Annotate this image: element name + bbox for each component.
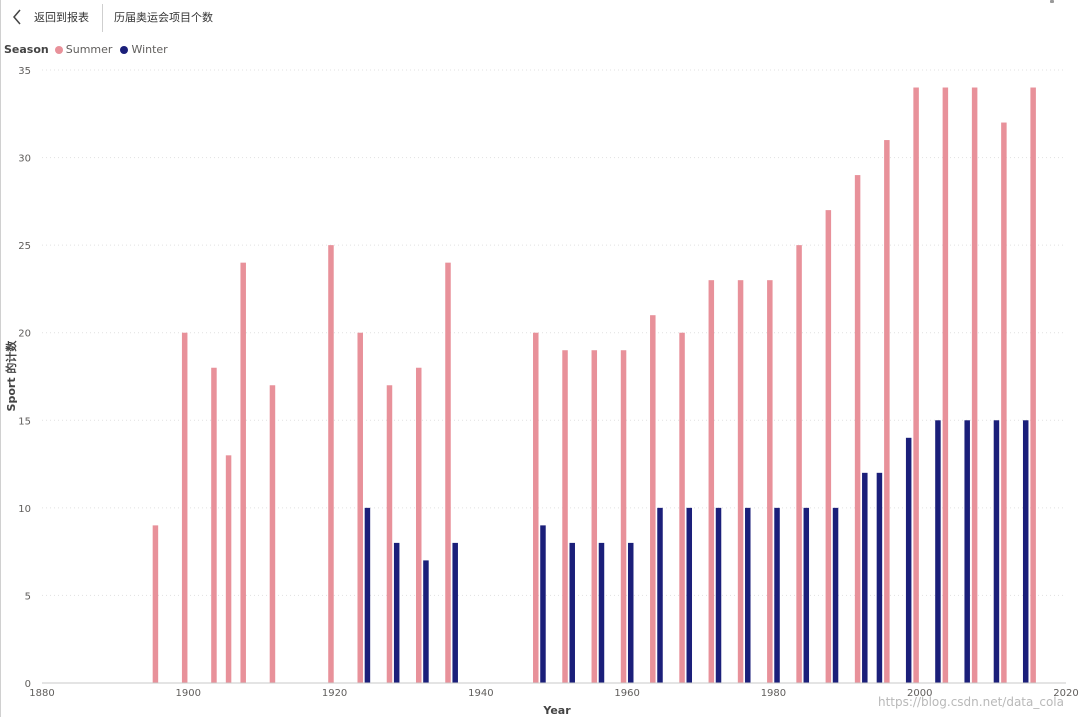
bar-summer-1976 xyxy=(737,280,744,683)
x-axis-label: Year xyxy=(542,704,571,717)
grid-lines xyxy=(42,69,1066,596)
bar-winter-1956 xyxy=(598,542,605,683)
bar-summer-2016 xyxy=(1030,87,1036,683)
report-header: 返回到报表 历届奥运会项目个数 xyxy=(0,0,1080,36)
bar-winter-1968 xyxy=(686,507,693,683)
bar-summer-1968 xyxy=(679,332,685,683)
chevron-left-icon xyxy=(13,9,21,25)
legend-title: Season xyxy=(4,43,49,56)
bar-winter-2014 xyxy=(1022,420,1029,683)
y-axis-label: Sport 的计数 xyxy=(4,340,18,412)
bar-winter-1980 xyxy=(774,507,780,683)
bar-winter-1960 xyxy=(627,542,634,683)
window-left-border xyxy=(0,0,1,717)
chart-bars xyxy=(152,87,1036,684)
x-tick-label-1880: 1880 xyxy=(29,688,54,699)
bar-winter-1988 xyxy=(832,507,839,683)
bar-winter-1948 xyxy=(540,525,546,683)
bar-summer-1906 xyxy=(225,455,232,683)
bar-summer-2012 xyxy=(1001,122,1007,684)
page-title: 历届奥运会项目个数 xyxy=(114,11,213,24)
header-divider xyxy=(102,4,103,32)
y-tick-label-35: 35 xyxy=(18,66,31,77)
legend-item-summer[interactable]: Summer xyxy=(54,43,113,56)
y-tick-label-25: 25 xyxy=(18,241,31,252)
x-tick-label-1900: 1900 xyxy=(176,688,201,699)
x-tick-label-2000: 2000 xyxy=(907,688,932,699)
bar-summer-1924 xyxy=(357,332,363,683)
bar-summer-1972 xyxy=(708,280,715,683)
x-tick-label-1960: 1960 xyxy=(614,688,639,699)
bar-winter-1992 xyxy=(862,472,868,683)
bar-winter-1932 xyxy=(423,560,429,683)
bar-summer-1932 xyxy=(415,367,422,683)
bar-summer-2008 xyxy=(971,87,978,683)
x-tick-label-1920: 1920 xyxy=(322,688,347,699)
bar-summer-1904 xyxy=(211,367,217,683)
bar-winter-1976 xyxy=(745,507,751,683)
legend-dot-winter xyxy=(120,45,129,54)
window-control-mark xyxy=(1050,0,1054,3)
bar-summer-2004 xyxy=(942,87,949,683)
y-tick-label-5: 5 xyxy=(25,591,31,602)
y-tick-label-30: 30 xyxy=(18,154,31,165)
y-tick-label-0: 0 xyxy=(25,679,31,690)
back-to-report-button[interactable]: 返回到报表 xyxy=(8,6,89,28)
bar-winter-1936 xyxy=(452,542,458,683)
bar-winter-1998 xyxy=(905,437,912,683)
bar-winter-1928 xyxy=(393,542,400,683)
bar-winter-1964 xyxy=(657,507,663,683)
y-tick-label-10: 10 xyxy=(18,504,31,515)
x-axis-ticks: 1880 1900 1920 1940 1960 1980 2000 2020 xyxy=(29,688,1078,699)
bar-winter-1924 xyxy=(364,507,371,683)
bar-winter-1972 xyxy=(715,507,722,683)
x-tick-label-1980: 1980 xyxy=(761,688,786,699)
bar-summer-1964 xyxy=(650,315,656,683)
bar-winter-1994 xyxy=(876,472,883,683)
bar-winter-2002 xyxy=(935,420,941,683)
bar-summer-1900 xyxy=(181,332,188,683)
x-tick-label-1940: 1940 xyxy=(468,688,493,699)
y-tick-label-15: 15 xyxy=(18,416,31,427)
bar-winter-1984 xyxy=(803,507,810,683)
bar-winter-2006 xyxy=(964,420,970,683)
bar-summer-1956 xyxy=(591,350,598,683)
bar-summer-1996 xyxy=(884,140,890,684)
bar-summer-1960 xyxy=(620,350,627,683)
bar-summer-1988 xyxy=(825,210,832,683)
chart-legend: Season Summer Winter xyxy=(4,43,176,56)
bar-winter-1952 xyxy=(569,542,575,683)
bar-summer-1948 xyxy=(533,332,539,683)
bar-summer-1912 xyxy=(269,385,276,683)
bar-summer-1980 xyxy=(767,280,773,683)
bar-summer-1896 xyxy=(152,525,159,683)
legend-label-winter: Winter xyxy=(131,43,168,56)
bar-summer-1984 xyxy=(796,245,802,683)
bar-summer-1952 xyxy=(562,350,568,683)
legend-item-winter[interactable]: Winter xyxy=(120,43,168,56)
bar-summer-1936 xyxy=(445,262,451,683)
x-tick-label-2020: 2020 xyxy=(1053,688,1078,699)
legend-label-summer: Summer xyxy=(65,43,113,56)
legend-dot-summer xyxy=(54,45,63,54)
bar-summer-1908 xyxy=(240,262,246,683)
watermark: https://blog.csdn.net/data_cola xyxy=(877,695,1064,709)
y-axis-ticks: 0 5 10 15 20 25 30 35 xyxy=(18,66,31,690)
bar-summer-2000 xyxy=(913,87,919,683)
back-button-label: 返回到报表 xyxy=(34,11,89,24)
bar-summer-1928 xyxy=(386,385,393,683)
bar-summer-1992 xyxy=(854,175,861,684)
y-tick-label-20: 20 xyxy=(18,329,31,340)
bar-winter-2010 xyxy=(993,420,1000,683)
bar-summer-1920 xyxy=(328,245,334,683)
